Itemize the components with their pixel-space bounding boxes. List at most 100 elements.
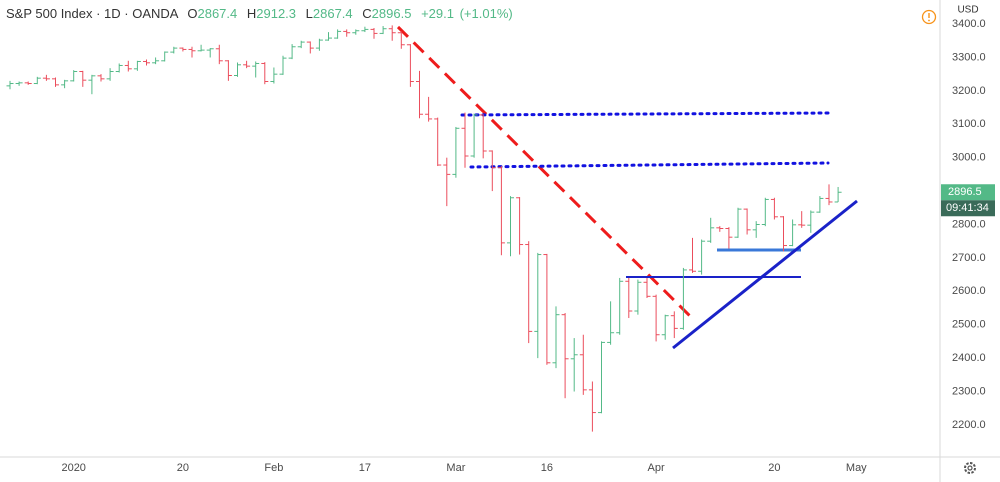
ohlc-bar bbox=[479, 114, 487, 159]
ohlc-bar bbox=[352, 29, 360, 35]
ohlc-bar bbox=[807, 210, 815, 233]
ohlc-bar bbox=[634, 279, 642, 315]
ohlc-bar bbox=[789, 219, 797, 247]
x-tick-label: 2020 bbox=[61, 462, 85, 474]
ohlc-bar bbox=[416, 70, 423, 119]
y-tick-label: 3200.0 bbox=[952, 85, 986, 97]
y-tick-label: 3100.0 bbox=[952, 118, 986, 130]
alert-icon[interactable] bbox=[921, 9, 937, 25]
ohlc-bar bbox=[798, 211, 806, 228]
last-price-box bbox=[941, 184, 995, 201]
ohlc-bar bbox=[70, 70, 78, 82]
alert-icon-dot[interactable] bbox=[928, 19, 930, 22]
ohlc-bar bbox=[170, 46, 178, 54]
ohlc-bar bbox=[643, 277, 651, 298]
x-tick-label: 20 bbox=[768, 462, 780, 474]
ohlc-bar bbox=[197, 44, 205, 52]
dotted-line bbox=[469, 161, 830, 169]
ohlc-bar bbox=[452, 126, 460, 178]
ohlc-bar bbox=[133, 60, 141, 71]
ohlc-bar bbox=[179, 47, 187, 52]
ohlc-bar bbox=[443, 157, 451, 207]
settings-gear-hub[interactable] bbox=[967, 465, 973, 471]
y-tick-label: 2800.0 bbox=[952, 218, 986, 230]
ohlc-bar bbox=[516, 197, 524, 255]
ohlc-bar bbox=[279, 55, 287, 75]
ohlc-bar bbox=[770, 197, 778, 220]
ohlc-bar bbox=[716, 226, 724, 232]
ohlc-bar bbox=[625, 277, 633, 319]
ohlc-bar bbox=[579, 334, 587, 395]
ohlc-bar bbox=[816, 196, 824, 213]
ohlc-bar bbox=[825, 184, 833, 206]
x-tick-label: 16 bbox=[541, 462, 553, 474]
ohlc-bar bbox=[761, 197, 769, 227]
ohlc-bar bbox=[397, 31, 405, 49]
ohlc-bar bbox=[534, 252, 542, 359]
ohlc-bar bbox=[370, 28, 378, 39]
ohlc-bar bbox=[224, 60, 232, 81]
ohlc-bar bbox=[707, 217, 715, 243]
y-tick-label: 2600.0 bbox=[952, 285, 986, 297]
ohlc-bar bbox=[106, 68, 114, 81]
ohlc-bar bbox=[188, 46, 196, 58]
currency-label: USD bbox=[957, 5, 978, 16]
ohlc-bar bbox=[97, 74, 105, 82]
ohlc-bar bbox=[61, 79, 69, 89]
ohlc-bar bbox=[588, 381, 596, 432]
ohlc-bar bbox=[507, 196, 514, 257]
ohlc-bar bbox=[670, 311, 678, 339]
ohlc-bar bbox=[334, 29, 342, 39]
ohlc-key: O bbox=[187, 6, 198, 21]
ohlc-value: 2867.4 bbox=[197, 6, 238, 21]
ohlc-bar bbox=[734, 207, 742, 238]
ohlc-bar bbox=[752, 221, 760, 238]
ohlc-bar bbox=[425, 96, 433, 122]
trend-line-red bbox=[396, 25, 692, 318]
drawings bbox=[396, 25, 858, 350]
ohlc-bar bbox=[288, 44, 296, 60]
ohlc-bar bbox=[6, 80, 14, 90]
ohlc-bar bbox=[743, 208, 751, 235]
y-tick-label: 3000.0 bbox=[952, 152, 986, 164]
y-tick-label: 2400.0 bbox=[952, 352, 986, 364]
ohlc-bar bbox=[306, 41, 314, 54]
ohlc-bar bbox=[652, 294, 660, 342]
ohlc-bar bbox=[434, 117, 442, 167]
ohlc-bar bbox=[598, 341, 605, 414]
countdown-box bbox=[941, 200, 995, 217]
ohlc-bar bbox=[379, 26, 387, 35]
settings-button[interactable] bbox=[964, 462, 976, 474]
ohlc-bar bbox=[243, 60, 251, 69]
ohlc-bar bbox=[488, 150, 496, 192]
ohlc-bar bbox=[261, 62, 269, 85]
y-tick-label: 2700.0 bbox=[952, 252, 986, 264]
ohlc-bar bbox=[525, 241, 533, 344]
ohlc-bar bbox=[616, 277, 624, 335]
ohlc-bar bbox=[388, 25, 396, 41]
alert-icon-circle[interactable] bbox=[921, 9, 937, 25]
ohlc-key: C bbox=[362, 6, 372, 21]
ohlc-bar bbox=[79, 70, 87, 87]
ohlc-bar bbox=[543, 253, 551, 365]
x-tick-label: 17 bbox=[359, 462, 371, 474]
x-tick-label: May bbox=[846, 462, 867, 474]
ohlc-bar bbox=[152, 57, 160, 65]
x-tick-label: Mar bbox=[446, 462, 465, 474]
ohlc-bar bbox=[361, 26, 369, 33]
ohlc-bar bbox=[470, 113, 478, 158]
ohlc-bar bbox=[561, 313, 569, 399]
ohlc-bar bbox=[661, 314, 669, 340]
settings-gear[interactable] bbox=[964, 462, 976, 474]
ohlc-bar bbox=[607, 301, 615, 345]
ohlc-value: 2867.4 bbox=[312, 6, 353, 21]
y-tick-label: 3300.0 bbox=[952, 51, 986, 63]
dotted-line bbox=[460, 111, 830, 117]
ohlc-bar bbox=[206, 48, 214, 58]
symbol-header: S&P 500 Index · 1D · OANDA O2867.4 H2912… bbox=[6, 6, 513, 21]
y-tick-label: 2500.0 bbox=[952, 319, 986, 331]
ohlc-bar bbox=[215, 44, 223, 65]
x-tick-label: Apr bbox=[648, 462, 665, 474]
ohlc-bar bbox=[679, 267, 687, 330]
